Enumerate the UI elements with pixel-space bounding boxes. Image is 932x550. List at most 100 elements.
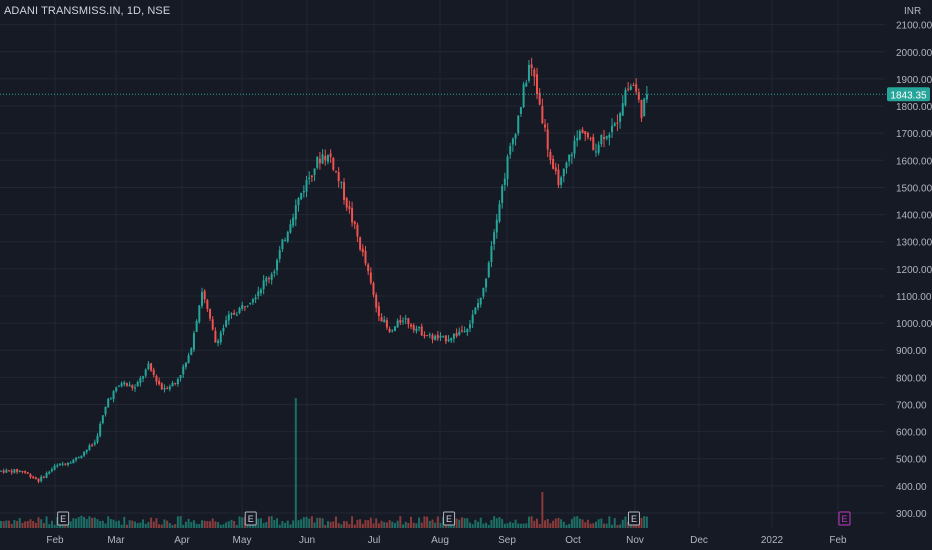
volume-bar (511, 522, 514, 528)
candle-body (396, 320, 399, 328)
volume-bar (503, 523, 506, 528)
candle-body (509, 146, 512, 155)
volume-bar (289, 524, 292, 528)
volume-bar (519, 523, 522, 528)
earnings-marker[interactable]: E (627, 511, 640, 526)
candle-body (211, 319, 214, 330)
candle-body (310, 175, 313, 178)
candle-body (77, 457, 80, 459)
volume-bar (32, 521, 35, 528)
volume-bar (50, 520, 53, 528)
future-earnings-marker[interactable]: E (838, 511, 851, 526)
candle-body (418, 326, 421, 329)
volume-bar (517, 523, 520, 528)
x-tick-label: Dec (690, 535, 708, 546)
volume-bar (627, 521, 630, 528)
volume-bar (603, 523, 605, 528)
volume-bar (284, 522, 287, 528)
candle-body (388, 328, 391, 332)
x-tick-label: Jul (368, 535, 381, 546)
y-tick-label: 500.00 (896, 455, 927, 466)
candle-body (203, 290, 206, 300)
volume-bar (506, 523, 509, 528)
candle-body (313, 168, 316, 175)
volume-bar (530, 516, 533, 528)
volume-bar (206, 521, 209, 528)
volume-bar (549, 523, 552, 528)
candle-body (48, 471, 51, 474)
candle-body (32, 476, 35, 478)
y-tick-label: 1900.00 (896, 75, 932, 86)
candle-body (450, 338, 453, 341)
candle-body (407, 318, 410, 325)
volume-bar (581, 519, 584, 528)
volume-bar (469, 522, 471, 528)
volume-bar (276, 518, 279, 528)
volume-bar (332, 521, 335, 528)
volume-bar (351, 516, 354, 528)
candle-body (645, 94, 648, 100)
candle-body (410, 324, 413, 327)
volume-bar (611, 524, 614, 528)
volume-bar (399, 516, 402, 528)
volume-bar (402, 524, 404, 528)
candle-body (257, 291, 260, 296)
earnings-marker[interactable]: E (57, 511, 70, 526)
price-axis[interactable]: 300.00 400.00 500.00 600.00 700.00 800.00 900.… (896, 6, 932, 520)
candle-body (578, 131, 581, 140)
candle-body (485, 278, 488, 288)
volume-bar (643, 516, 646, 528)
candle-body (455, 333, 458, 337)
y-tick-label: 1600.00 (896, 156, 932, 167)
candle-body (402, 320, 404, 322)
volume-bar (128, 520, 131, 528)
candle-body (498, 203, 501, 222)
volume-bar (495, 518, 498, 528)
svg-text:E: E (248, 514, 254, 524)
volume-bar (377, 523, 380, 528)
volume-bar (278, 524, 281, 528)
candle-body (150, 363, 153, 371)
y-tick-label: 1000.00 (896, 319, 932, 330)
candle-body (171, 382, 174, 387)
candle-body (227, 314, 230, 321)
candle-body (168, 386, 171, 390)
volume-bar (578, 518, 581, 528)
candle-body (201, 292, 203, 306)
earnings-marker[interactable]: E (443, 511, 456, 526)
volume-bar (107, 516, 110, 528)
volume-bar (152, 521, 155, 528)
volume-bar (522, 523, 525, 528)
candle-body (439, 335, 442, 338)
x-tick-label: May (233, 535, 252, 546)
candle-body (251, 299, 254, 303)
volume-bar (431, 519, 434, 528)
volume-bar (134, 521, 136, 528)
volume-bar (83, 516, 86, 528)
volume-bar (268, 516, 270, 528)
volume-bar (101, 520, 104, 528)
candle-body (278, 250, 281, 259)
candle-body (34, 477, 37, 480)
volume-bar (265, 521, 268, 528)
volume-bar (93, 517, 96, 528)
candle-body (91, 444, 94, 446)
volume-bar (589, 523, 592, 528)
candle-body (160, 383, 163, 390)
candle-body (490, 246, 493, 263)
candle-body (372, 282, 375, 295)
candle-body (144, 369, 147, 376)
candle-body (356, 224, 359, 237)
earnings-marker[interactable]: E (244, 511, 257, 526)
candle-body (444, 335, 447, 342)
volume-bar (420, 522, 423, 528)
candle-body (8, 470, 11, 472)
volume-bar (308, 518, 311, 528)
candle-body (632, 85, 635, 87)
time-axis[interactable]: Feb Mar Apr May Jun Jul Aug Sep Oct Nov Dec 2022 Feb (46, 535, 847, 546)
candle-body (399, 319, 402, 323)
volume-bar (554, 518, 557, 528)
volume-bar (125, 524, 128, 528)
